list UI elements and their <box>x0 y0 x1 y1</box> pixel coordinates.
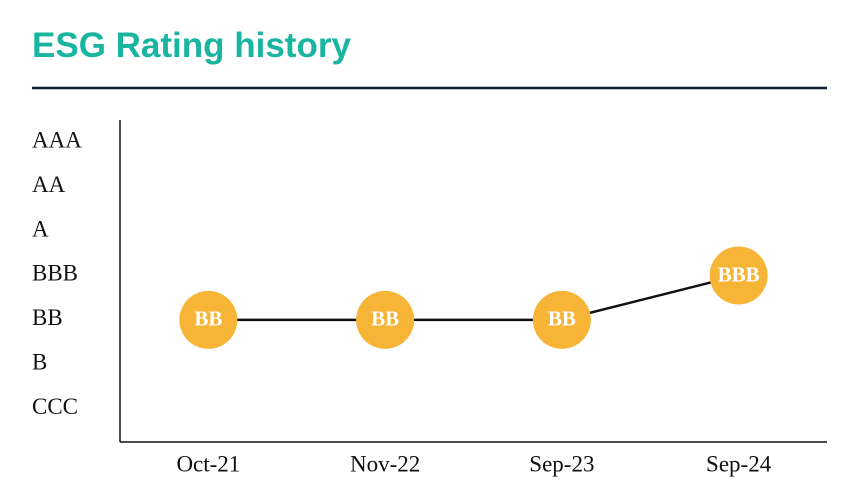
marker <box>179 290 238 349</box>
y-tick-label: BBB <box>32 261 78 286</box>
chart-title: ESG Rating history <box>32 26 351 65</box>
line <box>208 274 739 322</box>
x-tick-label: Sep-23 <box>529 451 594 476</box>
y-tick-label: B <box>32 350 47 375</box>
value-label: BB <box>548 307 576 331</box>
value-label: BB <box>194 307 222 331</box>
x-tick-label: Nov-22 <box>350 451 420 476</box>
marker <box>709 246 768 305</box>
y-tick-label: AA <box>32 172 66 197</box>
value-label: BBB <box>718 262 760 286</box>
y-tick-label: A <box>32 216 49 241</box>
marker <box>532 290 591 349</box>
x-tick-label: Oct-21 <box>176 451 240 476</box>
y-tick-label: AAA <box>32 127 82 152</box>
x-tick-label: Sep-24 <box>706 451 772 476</box>
marker <box>356 290 415 349</box>
y-tick-label: CCC <box>32 394 78 419</box>
value-label: BB <box>371 307 399 331</box>
y-tick-label: BB <box>32 305 63 330</box>
